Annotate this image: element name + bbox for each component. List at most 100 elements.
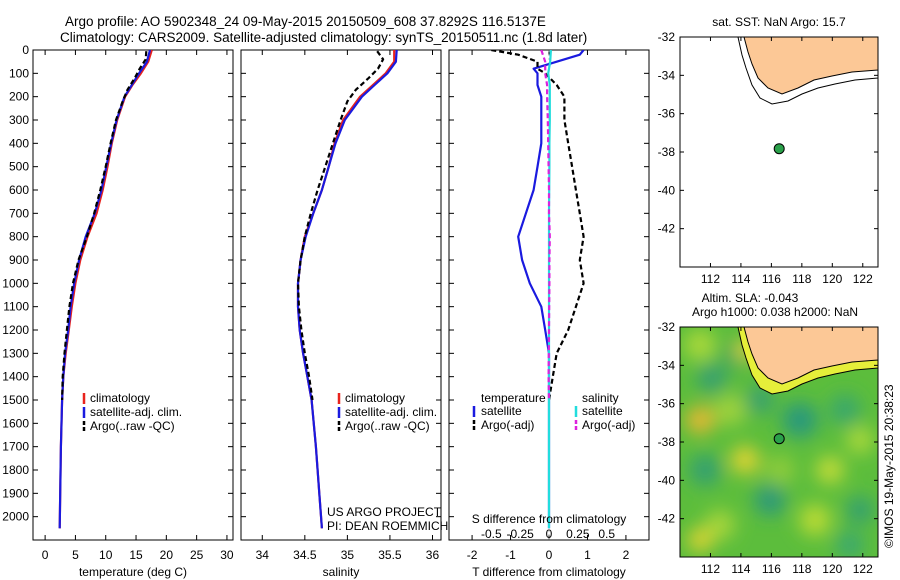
anomaly-blob	[688, 528, 712, 552]
map-lat-label: -36	[658, 107, 676, 121]
x-tick-label: -1	[505, 548, 516, 562]
y-tick-label: 1900	[2, 486, 29, 500]
y-tick-label: 0	[22, 43, 29, 57]
x-tick-label: 0	[42, 548, 49, 562]
y-tick-label: 900	[9, 253, 29, 267]
map-lon-label: 114	[731, 272, 750, 286]
anomaly-blob	[731, 446, 759, 474]
x-tick-label: 35.5	[378, 548, 402, 562]
series-line-argo-raw-qc-	[296, 50, 385, 401]
y-tick-label: 1100	[3, 300, 29, 314]
salinity-legend: climatology satellite-adj. clim. Argo(..…	[337, 391, 437, 433]
legend-label-temp-satellite: satellite	[481, 404, 522, 418]
temperature-legend: climatology satellite-adj. clim. Argo(..…	[82, 391, 182, 433]
map-lat-label: -42	[658, 512, 676, 526]
anomaly-blob	[799, 504, 831, 536]
y-tick-label: 1800	[2, 463, 29, 477]
series-line-satellite-adj-clim-	[296, 50, 398, 529]
y-tick-label: 100	[9, 66, 29, 80]
map-lon-label: 112	[701, 562, 720, 576]
y-tick-label: 1200	[2, 323, 29, 337]
anomaly-blob	[714, 394, 746, 426]
altim-map-title2: Argo h1000: 0.038 h2000: NaN	[692, 305, 858, 319]
temperature-series-group	[58, 50, 153, 529]
x-tick-label-salinity: -0.5	[481, 527, 502, 541]
map-lat-label: -32	[658, 320, 676, 334]
altim-map	[680, 327, 878, 557]
land-australia	[743, 37, 878, 95]
map-lon-label: 114	[731, 562, 750, 576]
y-tick-label: 200	[9, 90, 29, 104]
legend-label-satellite: satellite-adj. clim.	[345, 405, 437, 419]
legend-label-temp-argo: Argo(-adj)	[481, 418, 534, 432]
series-line-salinity-argo-adj-	[540, 50, 551, 401]
map-lat-label: -34	[658, 358, 676, 372]
sst-map-title: sat. SST: NaN Argo: 15.7	[712, 15, 846, 29]
map-lon-label: 116	[762, 562, 781, 576]
anomaly-blob	[754, 484, 786, 516]
altim-map-title1: Altim. SLA: -0.043	[702, 291, 799, 305]
argo-station-marker	[773, 143, 785, 155]
x-tick-label: 10	[99, 548, 113, 562]
x-tick-label: 36	[426, 548, 440, 562]
altim-map-ticks: 112 114 116 118 120 122 -32 -34 -36 -38 -40 -42	[658, 320, 878, 576]
map-lon-label: 120	[822, 562, 842, 576]
anomaly-blob	[836, 531, 864, 557]
legend-title-salinity: salinity	[582, 391, 619, 405]
legend-label-climatology: climatology	[345, 391, 405, 405]
y-tick-label: 800	[9, 230, 29, 244]
y-tick-label: 400	[9, 136, 29, 150]
series-line-argo-raw-qc-	[61, 51, 148, 401]
map-lon-label: 120	[822, 272, 842, 286]
map-lat-label: -34	[658, 68, 676, 82]
legend-label-climatology: climatology	[90, 391, 150, 405]
salinity-xlabel: salinity	[323, 565, 360, 579]
legend-label-argo: Argo(..raw -QC)	[90, 419, 175, 433]
x-tick-label: 1	[584, 548, 591, 562]
header-line1: Argo profile: AO 5902348_24 09-May-2015 …	[65, 14, 546, 29]
y-tick-label: 300	[9, 113, 29, 127]
x-tick-label: 34	[256, 548, 270, 562]
series-line-salinity-satellite	[547, 50, 552, 529]
map-lon-label: 116	[762, 272, 781, 286]
difference-xlabel-top: S difference from climatology	[472, 512, 627, 526]
x-tick-label: 5	[72, 548, 79, 562]
map-lon-label: 112	[701, 272, 720, 286]
map-lat-label: -32	[658, 30, 676, 44]
legend-label-satellite: satellite-adj. clim.	[90, 405, 182, 419]
map-lat-label: -40	[658, 473, 676, 487]
map-lon-label: 122	[853, 562, 873, 576]
map-lat-label: -36	[658, 397, 676, 411]
y-tick-label: 1300	[2, 346, 29, 360]
anomaly-blob	[684, 329, 716, 361]
sst-map-ticks: 112 114 116 118 120 122 -32 -34 -36 -38 -40 -42	[658, 30, 878, 286]
axis-ticks: 0 5 10 15 20 25 300100200300400500600700800900…	[2, 43, 649, 562]
y-tick-label: 1500	[2, 393, 29, 407]
legend-label-sal-argo: Argo(-adj)	[582, 418, 635, 432]
map-lon-label: 118	[792, 562, 811, 576]
anomaly-blob	[846, 426, 874, 454]
x-tick-label-salinity: -0.25	[506, 527, 534, 541]
y-tick-label: 1600	[2, 416, 29, 430]
x-tick-label: 25	[190, 548, 204, 562]
credit-line1: US ARGO PROJECT	[327, 505, 442, 519]
land-australia	[743, 327, 878, 385]
legend-title-temperature: temperature	[481, 391, 546, 405]
difference-legend: temperature salinity satellite Argo(-adj…	[472, 391, 635, 432]
profile-lines	[58, 50, 585, 529]
imos-watermark: ©IMOS 19-May-2015 20:38:23	[882, 384, 896, 548]
y-tick-label: 600	[9, 183, 29, 197]
x-tick-label: -2	[467, 548, 478, 562]
map-lat-label: -40	[658, 183, 676, 197]
anomaly-blob	[689, 454, 721, 486]
y-tick-label: 1400	[2, 370, 29, 384]
legend-label-sal-satellite: satellite	[582, 404, 623, 418]
y-tick-label: 1000	[2, 276, 29, 290]
y-tick-label: 2000	[2, 510, 29, 524]
anomaly-blob	[746, 386, 774, 414]
x-tick-label: 35	[341, 548, 355, 562]
x-tick-label: 30	[220, 548, 234, 562]
map-lat-label: -38	[658, 435, 676, 449]
anomaly-blob	[846, 496, 874, 524]
x-tick-label-salinity: 0.25	[566, 527, 590, 541]
